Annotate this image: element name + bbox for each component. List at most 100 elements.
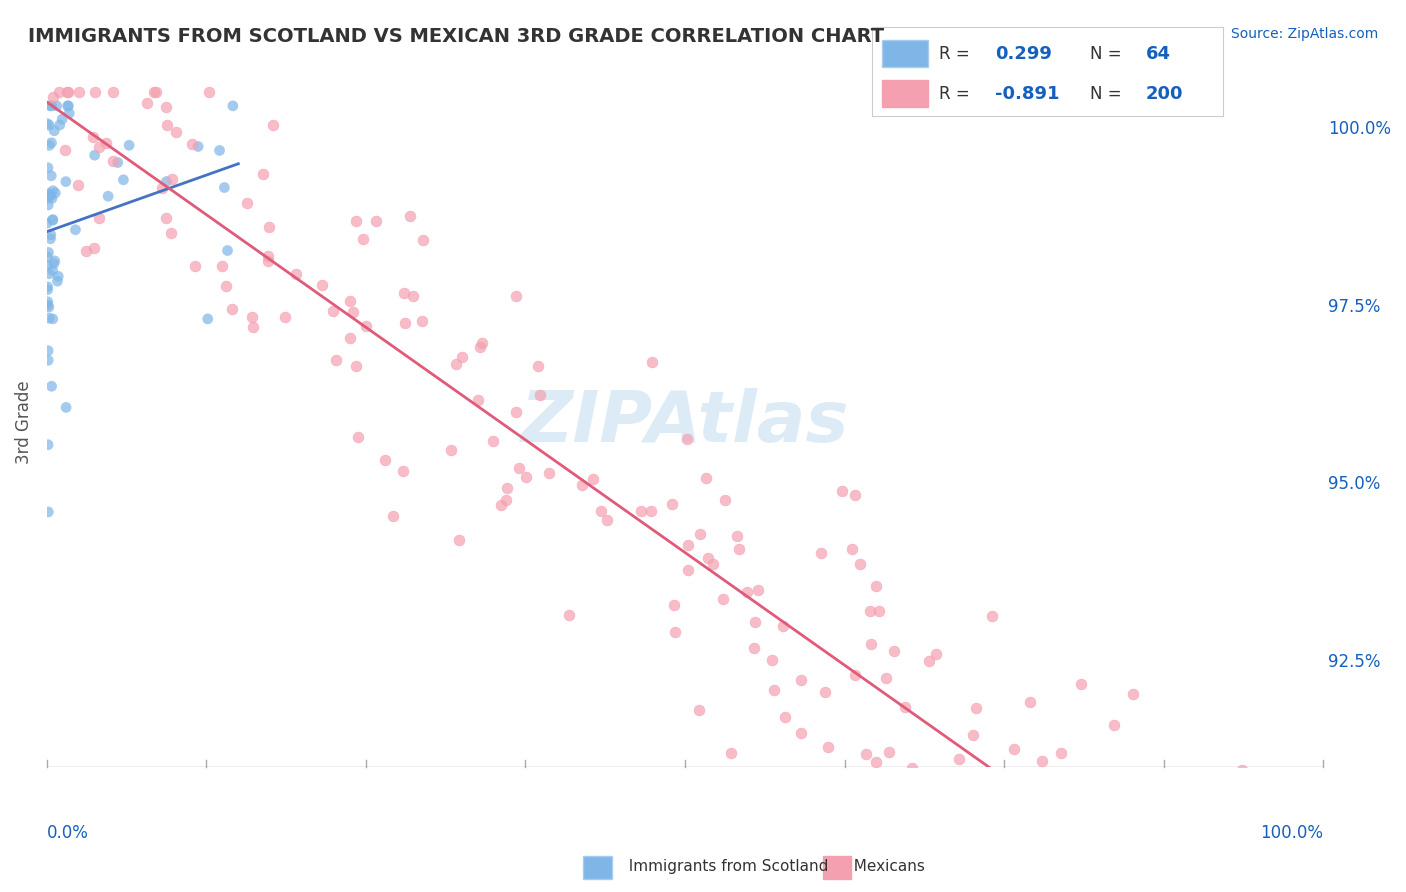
Point xyxy=(107,155,129,169)
Point xyxy=(82,130,104,145)
Point xyxy=(411,314,433,328)
Text: N =: N = xyxy=(1090,45,1121,62)
Text: Source: ZipAtlas.com: Source: ZipAtlas.com xyxy=(1230,27,1378,41)
Point xyxy=(155,211,177,226)
Point xyxy=(893,699,915,714)
Point xyxy=(257,250,280,264)
Point xyxy=(37,438,59,452)
Point xyxy=(841,541,863,556)
Point xyxy=(399,209,422,223)
Point xyxy=(695,471,717,485)
Point xyxy=(136,95,159,110)
Point xyxy=(918,781,941,796)
Point xyxy=(1070,677,1092,691)
Point xyxy=(440,442,463,457)
Text: Immigrants from Scotland: Immigrants from Scotland xyxy=(619,859,828,874)
Point xyxy=(160,172,183,186)
Point xyxy=(37,198,59,212)
Point xyxy=(364,214,387,228)
Point xyxy=(508,460,530,475)
Point xyxy=(875,671,897,685)
Point xyxy=(918,654,941,668)
Point xyxy=(676,433,699,447)
Point xyxy=(747,583,769,598)
Point xyxy=(859,604,882,618)
Point xyxy=(471,336,494,351)
Text: R =: R = xyxy=(939,45,969,62)
Point xyxy=(37,161,59,175)
Point xyxy=(46,269,69,284)
Point xyxy=(1085,816,1108,830)
Point xyxy=(55,401,77,415)
Point xyxy=(702,558,724,572)
Point xyxy=(849,557,872,571)
Point xyxy=(391,465,413,479)
Point xyxy=(344,214,367,228)
Point xyxy=(948,752,970,766)
Text: Mexicans: Mexicans xyxy=(844,859,925,874)
Point xyxy=(44,186,66,200)
Point xyxy=(957,776,980,790)
Point xyxy=(640,504,662,518)
Point xyxy=(197,311,219,326)
Point xyxy=(66,178,89,192)
Point xyxy=(790,673,813,687)
Point xyxy=(242,319,264,334)
Point xyxy=(56,85,79,99)
Point xyxy=(842,774,865,789)
Point xyxy=(1156,866,1178,880)
Point xyxy=(744,640,766,655)
Point xyxy=(664,599,686,613)
Point xyxy=(155,174,177,188)
Point xyxy=(87,211,110,225)
Point xyxy=(97,189,120,203)
Point xyxy=(529,388,551,402)
Point xyxy=(83,148,105,162)
Point xyxy=(877,745,900,759)
Point xyxy=(449,533,471,547)
Point xyxy=(495,481,517,495)
Point xyxy=(697,550,720,565)
Point xyxy=(262,118,284,132)
Point xyxy=(38,300,60,314)
Point xyxy=(37,216,59,230)
Point xyxy=(55,85,77,99)
Point xyxy=(94,136,117,151)
FancyBboxPatch shape xyxy=(883,80,928,107)
Point xyxy=(1174,882,1197,892)
Point xyxy=(821,834,844,848)
Point xyxy=(831,484,853,499)
Point xyxy=(39,189,62,203)
Point xyxy=(143,85,166,99)
Point xyxy=(58,99,80,113)
Point xyxy=(38,99,60,113)
Point xyxy=(235,196,257,211)
Point xyxy=(735,585,758,599)
Point xyxy=(761,653,783,667)
Point xyxy=(1230,763,1253,777)
Point xyxy=(1031,754,1053,768)
Point xyxy=(42,311,65,326)
Point xyxy=(41,263,63,277)
Point xyxy=(1142,785,1164,799)
Point xyxy=(58,106,80,120)
Point xyxy=(977,847,1000,861)
Point xyxy=(354,318,377,333)
Text: N =: N = xyxy=(1090,85,1121,103)
Point xyxy=(38,118,60,132)
Point xyxy=(810,546,832,560)
Point xyxy=(664,625,686,640)
Point xyxy=(1050,746,1073,760)
Point xyxy=(381,508,404,523)
Point xyxy=(211,260,233,274)
Point xyxy=(981,609,1004,624)
Point xyxy=(83,85,105,99)
Point xyxy=(56,99,79,113)
Point xyxy=(37,117,59,131)
Y-axis label: 3rd Grade: 3rd Grade xyxy=(15,380,32,464)
Point xyxy=(582,472,605,486)
Point xyxy=(118,138,141,153)
Point xyxy=(155,100,177,114)
Point xyxy=(208,144,231,158)
Text: ZIPAtlas: ZIPAtlas xyxy=(520,387,849,457)
